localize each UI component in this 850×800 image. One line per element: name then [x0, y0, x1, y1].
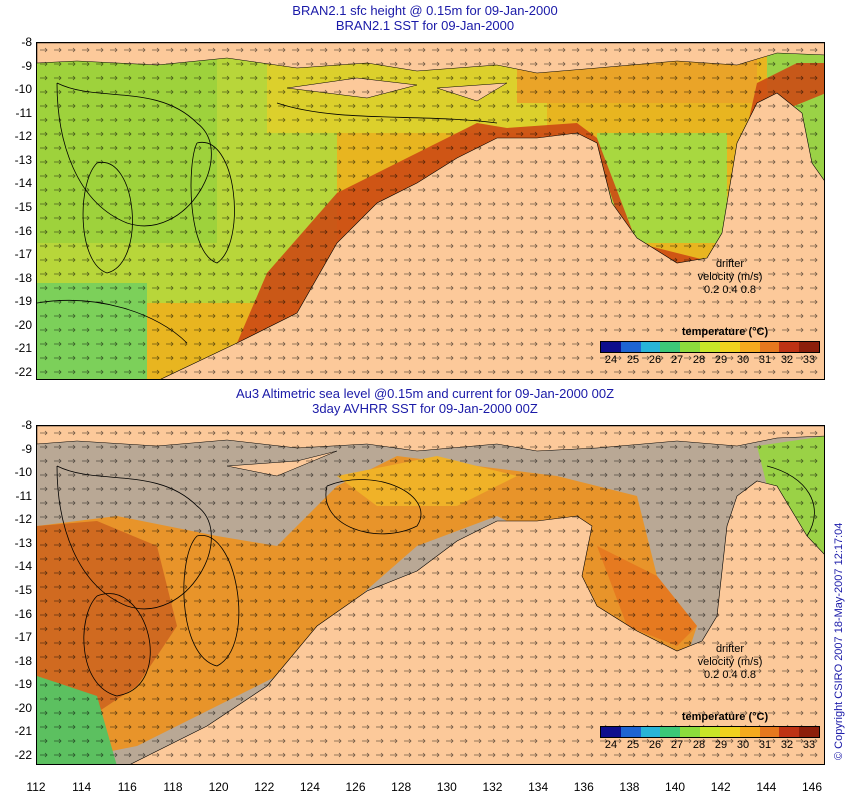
y-axis-label: -12: [14, 129, 32, 144]
tick: 25: [626, 354, 640, 366]
top-sst-map: [37, 43, 824, 379]
y-axis-label: -13: [14, 152, 32, 167]
y-axis-label: -22: [14, 365, 32, 379]
x-axis-label: 144: [756, 780, 777, 794]
y-axis-label: -9: [21, 58, 32, 73]
x-axis-label: 118: [163, 780, 183, 794]
y-axis-label: -13: [14, 535, 32, 550]
velocity-scale: 0.2 0.4 0.8: [704, 669, 756, 681]
y-axis-label: -18: [14, 270, 32, 285]
x-axis-label: 114: [72, 780, 92, 794]
bottom-map-panel: [36, 425, 825, 765]
top-temperature-legend: temperature (°C) 24 25 26 27 28 29 30 31 32 33: [600, 326, 820, 366]
top-title-line1: BRAN2.1 sfc height @ 0.15m for 09-Jan-20…: [292, 3, 558, 18]
tick: 24: [604, 354, 618, 366]
velocity-label: velocity (m/s): [697, 656, 763, 668]
tick: 31: [758, 739, 772, 751]
y-axis-label: -16: [14, 223, 32, 238]
y-axis-label: -20: [14, 700, 32, 715]
bottom-title-line1: Au3 Altimetric sea level @0.15m and curr…: [235, 386, 615, 401]
drifter-label: drifter: [715, 643, 745, 655]
tick: 30: [736, 739, 750, 751]
tick: 24: [604, 739, 618, 751]
tick: 32: [780, 354, 794, 366]
bottom-temperature-legend: temperature (°C) 24 25 26 27 28 29 30 31 32 33: [600, 711, 820, 751]
tick: 30: [736, 354, 750, 366]
tick: 26: [648, 739, 662, 751]
bottom-title-line2: 3day AVHRR SST for 09-Jan-2000 00Z: [312, 401, 538, 416]
x-axis-label: 128: [391, 780, 412, 794]
x-axis-label: 140: [665, 780, 686, 794]
tick: 26: [648, 354, 662, 366]
y-axis-label: -15: [14, 200, 32, 214]
bottom-colorbar: [600, 726, 820, 738]
bottom-legend-title: temperature (°C): [681, 711, 769, 723]
tick: 28: [692, 354, 706, 366]
y-axis-label: -12: [14, 512, 32, 527]
y-axis-label: -17: [14, 247, 32, 262]
bottom-colorbar-ticks: 24 25 26 27 28 29 30 31 32 33: [600, 739, 820, 751]
tick: 33: [802, 739, 816, 751]
x-axis-label: 136: [573, 780, 594, 794]
x-axis-label: 134: [528, 780, 549, 794]
x-axis-label: 146: [801, 780, 823, 794]
velocity-label: velocity (m/s): [697, 271, 763, 283]
x-axis-label: 124: [299, 780, 320, 794]
top-colorbar: [600, 341, 820, 353]
y-axis-label: -17: [14, 630, 32, 645]
tick: 29: [714, 354, 728, 366]
x-axis-label: 122: [254, 780, 275, 794]
bottom-drifter-legend: drifter velocity (m/s) 0.2 0.4 0.8: [690, 643, 770, 682]
top-map-panel: [36, 42, 825, 380]
x-axis-label: 132: [482, 780, 503, 794]
y-axis-label: -10: [14, 82, 32, 97]
y-axis-label: -15: [14, 583, 32, 597]
x-axis-label: 116: [117, 780, 137, 794]
tick: 27: [670, 354, 684, 366]
y-axis-label: -8: [21, 35, 32, 49]
tick: 27: [670, 739, 684, 751]
x-axis-label: 112: [26, 780, 46, 794]
top-colorbar-ticks: 24 25 26 27 28 29 30 31 32 33: [600, 354, 820, 366]
x-axis-label: 138: [619, 780, 640, 794]
tick: 28: [692, 739, 706, 751]
y-axis-label: -21: [14, 341, 32, 356]
top-title-line2: BRAN2.1 SST for 09-Jan-2000: [335, 18, 515, 33]
y-axis-label: -18: [14, 653, 32, 668]
top-legend-title: temperature (°C): [681, 326, 769, 338]
tick: 32: [780, 739, 794, 751]
y-axis-label: -21: [14, 724, 32, 739]
y-axis-label: -8: [21, 418, 32, 432]
drifter-label: drifter: [715, 258, 745, 270]
bottom-sst-map: [37, 426, 824, 764]
y-axis-label: -22: [14, 748, 32, 762]
x-axis-label: 142: [710, 780, 731, 794]
tick: 33: [802, 354, 816, 366]
y-axis-label: -14: [14, 176, 32, 191]
y-axis-label: -14: [14, 559, 32, 574]
y-axis-label: -10: [14, 465, 32, 480]
velocity-scale: 0.2 0.4 0.8: [704, 284, 756, 296]
y-axis-label: -16: [14, 606, 32, 621]
x-axis-label: 120: [208, 780, 229, 794]
x-axis-label: 126: [345, 780, 366, 794]
y-axis-label: -11: [15, 105, 32, 120]
top-drifter-legend: drifter velocity (m/s) 0.2 0.4 0.8: [690, 258, 770, 297]
tick: 31: [758, 354, 772, 366]
y-axis-label: -20: [14, 317, 32, 332]
y-axis-label: -19: [14, 294, 32, 309]
tick: 25: [626, 739, 640, 751]
y-axis-label: -11: [15, 488, 32, 503]
y-axis-label: -19: [14, 677, 32, 692]
copyright-notice: © Copyright CSIRO 2007 18-May-2007 12:17…: [833, 522, 845, 760]
x-axis-label: 130: [436, 780, 457, 794]
y-axis-label: -9: [21, 441, 32, 456]
tick: 29: [714, 739, 728, 751]
